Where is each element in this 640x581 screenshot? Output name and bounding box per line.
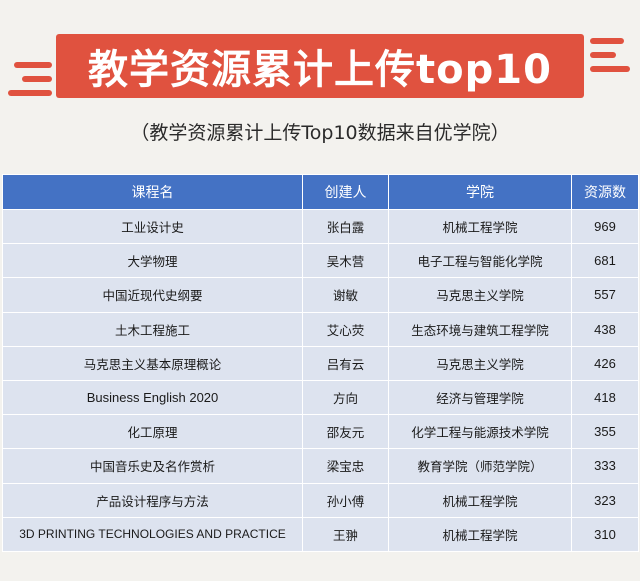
table-row: 化工原理 邵友元 化学工程与能源技术学院 355 — [2, 414, 639, 450]
header-college: 学院 — [388, 174, 572, 210]
banner-stripe — [590, 38, 624, 44]
cell-course: 大学物理 — [2, 243, 303, 279]
banner-stripe — [590, 52, 616, 58]
table-header-row: 课程名 创建人 学院 资源数 — [2, 174, 639, 210]
table-row: 中国音乐史及名作赏析 梁宝忠 教育学院（师范学院） 333 — [2, 448, 639, 484]
cell-creator: 吴木营 — [302, 243, 389, 279]
cell-course: 中国近现代史纲要 — [2, 277, 303, 313]
banner-stripe — [22, 76, 52, 82]
cell-creator: 吕有云 — [302, 345, 389, 381]
cell-course: 土木工程施工 — [2, 311, 303, 347]
cell-count: 969 — [571, 208, 639, 245]
cell-course: 产品设计程序与方法 — [2, 482, 303, 518]
cell-college: 马克思主义学院 — [388, 277, 572, 313]
cell-count: 426 — [571, 345, 639, 381]
subtitle: （教学资源累计上传Top10数据来自优学院） — [130, 122, 510, 144]
cell-college: 机械工程学院 — [388, 482, 572, 518]
cell-course: Business English 2020 — [2, 379, 303, 416]
cell-college: 机械工程学院 — [388, 208, 572, 245]
cell-creator: 谢敏 — [302, 277, 389, 313]
cell-college: 经济与管理学院 — [388, 379, 572, 416]
cell-count: 438 — [571, 311, 639, 347]
title-banner: 教学资源累计上传top10 — [0, 0, 640, 108]
cell-course: 马克思主义基本原理概论 — [2, 345, 303, 381]
banner-stripe — [590, 66, 630, 72]
header-count: 资源数 — [571, 174, 639, 210]
cell-college: 生态环境与建筑工程学院 — [388, 311, 572, 347]
table-row: 工业设计史 张白露 机械工程学院 969 — [2, 208, 639, 245]
cell-creator: 方向 — [302, 379, 389, 416]
table-row: 土木工程施工 艾心荧 生态环境与建筑工程学院 438 — [2, 311, 639, 347]
banner-stripe — [14, 62, 52, 68]
cell-count: 355 — [571, 414, 639, 450]
header-creator: 创建人 — [302, 174, 389, 210]
table-row: 中国近现代史纲要 谢敏 马克思主义学院 557 — [2, 277, 639, 313]
table-row: 马克思主义基本原理概论 吕有云 马克思主义学院 426 — [2, 345, 639, 381]
cell-count: 310 — [571, 516, 639, 552]
table-row: 大学物理 吴木营 电子工程与智能化学院 681 — [2, 243, 639, 279]
cell-college: 教育学院（师范学院） — [388, 448, 572, 484]
table-row: 3D PRINTING TECHNOLOGIES AND PRACTICE 王翀… — [2, 516, 639, 552]
cell-course: 3D PRINTING TECHNOLOGIES AND PRACTICE — [2, 516, 303, 552]
cell-college: 电子工程与智能化学院 — [388, 243, 572, 279]
cell-college: 机械工程学院 — [388, 516, 572, 552]
cell-college: 化学工程与能源技术学院 — [388, 414, 572, 450]
cell-count: 557 — [571, 277, 639, 313]
table-row: Business English 2020 方向 经济与管理学院 418 — [2, 379, 639, 416]
cell-course: 化工原理 — [2, 414, 303, 450]
cell-count: 323 — [571, 482, 639, 518]
cell-count: 418 — [571, 379, 639, 416]
ranking-table: 课程名 创建人 学院 资源数 工业设计史 张白露 机械工程学院 969 大学物理… — [2, 174, 639, 552]
cell-college: 马克思主义学院 — [388, 345, 572, 381]
cell-creator: 孙小傅 — [302, 482, 389, 518]
banner-title: 教学资源累计上传top10 — [88, 47, 552, 93]
cell-count: 333 — [571, 448, 639, 484]
cell-course: 工业设计史 — [2, 208, 303, 245]
cell-creator: 艾心荧 — [302, 311, 389, 347]
cell-creator: 王翀 — [302, 516, 389, 552]
cell-course: 中国音乐史及名作赏析 — [2, 448, 303, 484]
cell-creator: 邵友元 — [302, 414, 389, 450]
cell-creator: 梁宝忠 — [302, 448, 389, 484]
table-row: 产品设计程序与方法 孙小傅 机械工程学院 323 — [2, 482, 639, 518]
banner-stripe — [8, 90, 52, 96]
cell-creator: 张白露 — [302, 208, 389, 245]
header-course: 课程名 — [2, 174, 303, 210]
cell-count: 681 — [571, 243, 639, 279]
banner-box: 教学资源累计上传top10 — [56, 34, 584, 98]
